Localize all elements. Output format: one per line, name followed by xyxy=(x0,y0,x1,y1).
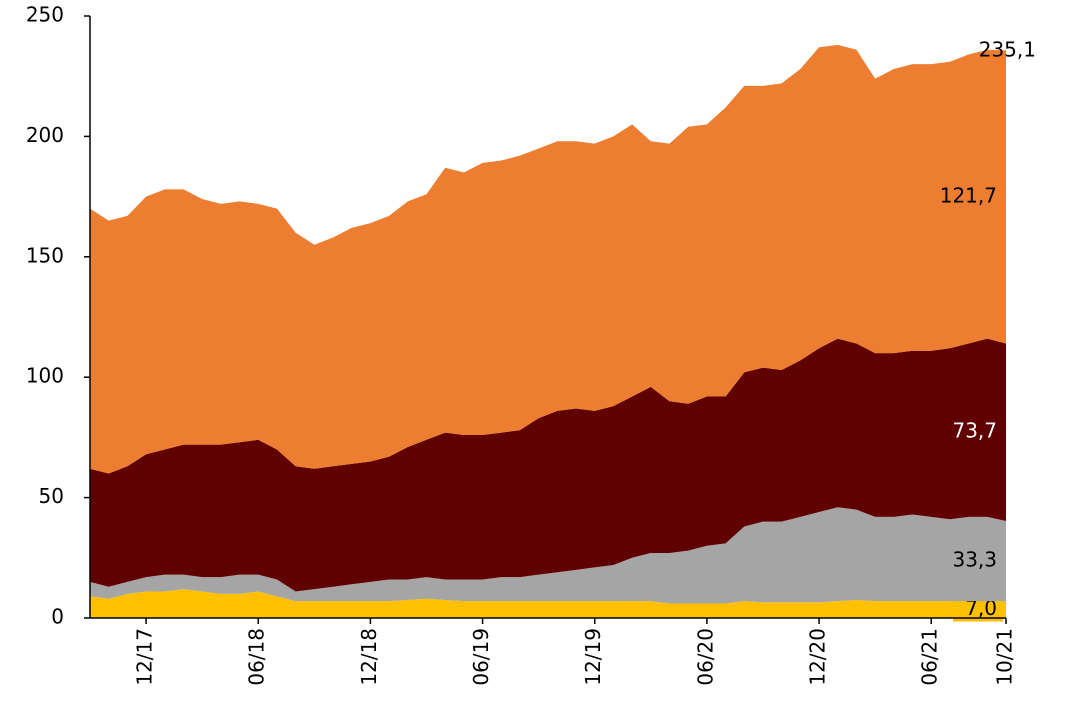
data-label: 33,3 xyxy=(952,548,997,572)
data-label: 121,7 xyxy=(940,183,997,207)
x-tick-label: 06/18 xyxy=(245,628,269,686)
y-tick-label: 150 xyxy=(26,243,64,267)
area xyxy=(90,338,1006,592)
x-tick-label: 06/21 xyxy=(918,628,942,686)
area xyxy=(90,44,1006,474)
x-tick-label: 06/20 xyxy=(693,628,717,686)
x-tick-label: 12/20 xyxy=(806,628,830,686)
x-tick-label: 06/19 xyxy=(469,628,493,686)
x-tick-label: 12/19 xyxy=(581,628,605,686)
x-tick-label: 12/17 xyxy=(133,628,157,686)
total-label: 235,1 xyxy=(979,38,1036,62)
y-tick-label: 200 xyxy=(26,123,64,147)
area xyxy=(90,589,1006,618)
y-tick-label: 0 xyxy=(51,605,64,629)
area xyxy=(90,507,1006,604)
y-tick-label: 50 xyxy=(39,484,64,508)
x-tick-label: 10/21 xyxy=(993,628,1017,686)
y-tick-label: 100 xyxy=(26,364,64,388)
y-tick-label: 250 xyxy=(26,3,64,27)
data-label: 73,7 xyxy=(952,419,997,443)
x-tick-label: 12/18 xyxy=(357,628,381,686)
